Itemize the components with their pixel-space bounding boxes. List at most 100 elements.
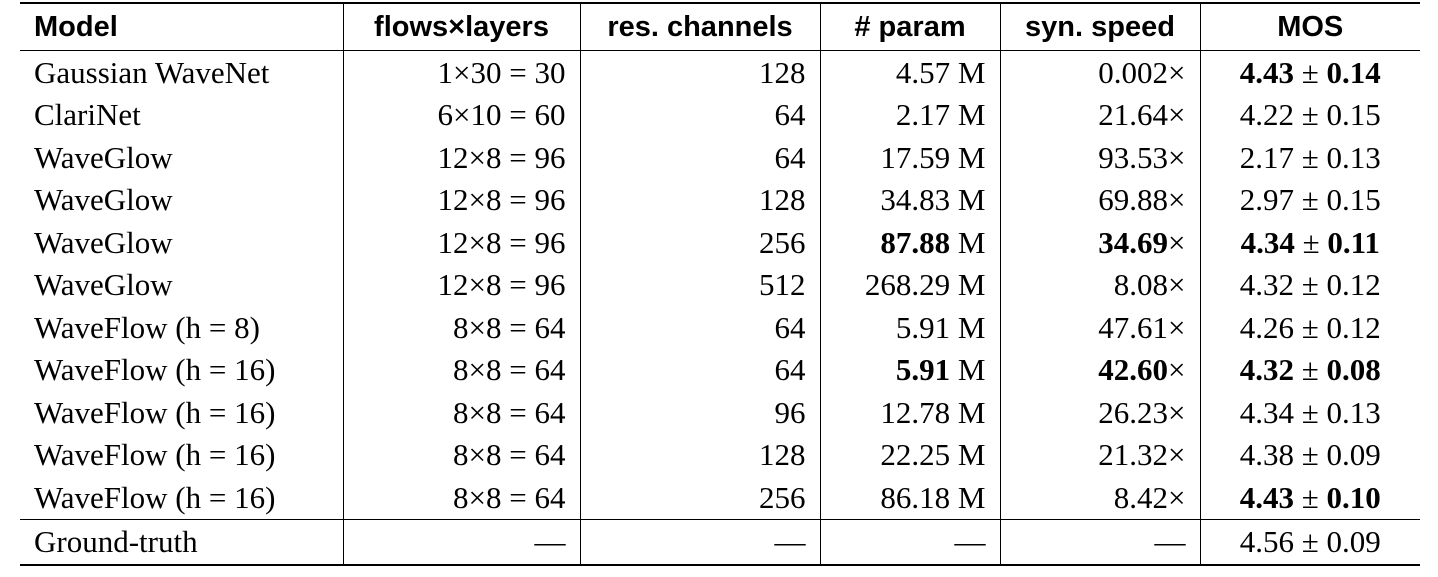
mos-mean: 4.43: [1239, 479, 1294, 515]
header-row: Model flows×layers res. channels # param syn…: [20, 3, 1420, 51]
mos-mean: 4.32: [1239, 267, 1294, 303]
table-cell: 4.26 ± 0.12: [1199, 306, 1420, 349]
cell-number: 268.29: [864, 267, 951, 303]
results-table: Model flows×layers res. channels # param syn…: [20, 2, 1420, 566]
cell-unit: ×: [1168, 267, 1186, 303]
table-cell: —: [579, 518, 820, 565]
column-header: Model: [20, 3, 343, 51]
mos-mean: 2.17: [1239, 139, 1294, 175]
table-cell: WaveFlow (h = 16): [34, 479, 276, 515]
cell-unit: M: [957, 224, 986, 260]
plus-minus: ±: [1301, 267, 1319, 303]
plus-minus: ±: [1301, 139, 1319, 175]
cell-number: 17.59: [880, 139, 951, 175]
plus-minus: ±: [1301, 524, 1319, 559]
mos-sd: 0.13: [1326, 139, 1381, 175]
cell-number: 5.91: [895, 352, 951, 388]
cell-unit: ×: [1168, 479, 1186, 515]
cell-number: 69.88: [1098, 182, 1169, 218]
table-cell: 69.88×: [999, 178, 1200, 221]
table-cell: 256: [579, 221, 820, 264]
cell-unit: M: [957, 394, 986, 430]
plus-minus: ±: [1301, 309, 1319, 345]
column-header: syn. speed: [999, 3, 1200, 51]
cell-number: 34.69: [1098, 224, 1169, 260]
table-cell: 17.59 M: [819, 136, 1000, 179]
table-cell: 8×8 = 64: [342, 306, 580, 349]
cell-number: 47.61: [1098, 309, 1169, 345]
table-cell: 268.29 M: [819, 263, 1000, 306]
cell-number: 12.78: [880, 394, 951, 430]
mos-sd: 0.11: [1327, 224, 1380, 260]
table-cell: 0.002×: [999, 50, 1200, 94]
cell-unit: M: [957, 437, 986, 473]
plus-minus: ±: [1301, 394, 1319, 430]
mos-sd: 0.10: [1326, 479, 1381, 515]
table-cell: 21.32×: [999, 433, 1200, 476]
table-cell: 12.78 M: [819, 391, 1000, 434]
table-cell: 2.97 ± 0.15: [1199, 178, 1420, 221]
table-cell: 512: [579, 263, 820, 306]
table-cell: 8×8 = 64: [342, 433, 580, 476]
mos-sd: 0.13: [1326, 394, 1381, 430]
table-cell: 128: [579, 433, 820, 476]
cell-unit: M: [957, 309, 986, 345]
table-row: Gaussian WaveNet 1×30 = 30 128 4.57 M 0.002×…: [20, 50, 1420, 94]
cell-number: 21.64: [1098, 97, 1169, 133]
table-cell: 12×8 = 96: [342, 178, 580, 221]
table-cell: 64: [579, 306, 820, 349]
table-row: WaveGlow 12×8 = 96 256 87.88 M 34.69× 4.34 ± …: [20, 221, 1420, 264]
table-cell: WaveFlow (h = 16): [34, 394, 276, 430]
mos-sd: 0.14: [1326, 54, 1381, 90]
cell-unit: ×: [1168, 437, 1186, 473]
cell-unit: ×: [1168, 54, 1186, 90]
cell-number: 87.88: [880, 224, 951, 260]
plus-minus: ±: [1302, 224, 1320, 260]
table-cell: 2.17 M: [819, 93, 1000, 136]
table-cell: 1×30 = 30: [342, 50, 580, 94]
mos-sd: 0.09: [1326, 524, 1381, 559]
table-cell: 64: [579, 136, 820, 179]
table-cell: WaveGlow: [34, 182, 173, 218]
cell-number: 26.23: [1098, 394, 1169, 430]
table-cell: —: [819, 518, 1000, 565]
cell-unit: M: [957, 267, 986, 303]
table-cell: 21.64×: [999, 93, 1200, 136]
table-cell: 86.18 M: [819, 476, 1000, 519]
table-cell: 4.32 ± 0.12: [1199, 263, 1420, 306]
table-cell: 4.57 M: [819, 50, 1000, 94]
table-cell: 12×8 = 96: [342, 136, 580, 179]
cell-number: 8.42: [1113, 479, 1169, 515]
table-row: WaveGlow 12×8 = 96 64 17.59 M 93.53× 2.17 ± 0…: [20, 136, 1420, 179]
table-cell: 256: [579, 476, 820, 519]
plus-minus: ±: [1301, 97, 1319, 133]
cell-number: 0.002: [1098, 54, 1169, 90]
mos-mean: 4.22: [1239, 97, 1294, 133]
mos-sd: 0.15: [1326, 182, 1381, 218]
column-header: MOS: [1199, 3, 1420, 51]
column-header: # param: [819, 3, 1000, 51]
table-cell: 42.60×: [999, 348, 1200, 391]
table-row: WaveFlow (h = 16) 8×8 = 64 96 12.78 M 26.23×…: [20, 391, 1420, 434]
table-cell: 6×10 = 60: [342, 93, 580, 136]
cell-number: 42.60: [1098, 352, 1169, 388]
cell-unit: M: [957, 97, 986, 133]
mos-mean: 4.34: [1239, 394, 1294, 430]
cell-unit: M: [957, 139, 986, 175]
mos-mean: 4.26: [1239, 309, 1294, 345]
table-cell: 8×8 = 64: [342, 391, 580, 434]
table-cell: 87.88 M: [819, 221, 1000, 264]
table-cell: 4.34 ± 0.13: [1199, 391, 1420, 434]
mos-sd: 0.15: [1326, 97, 1381, 133]
table-cell: 4.32 ± 0.08: [1199, 348, 1420, 391]
plus-minus: ±: [1301, 352, 1319, 388]
cell-unit: M: [957, 54, 986, 90]
table-cell: 5.91 M: [819, 348, 1000, 391]
table-cell: Ground-truth: [20, 518, 343, 565]
mos-sd: 0.12: [1326, 267, 1381, 303]
table-cell: 4.34 ± 0.11: [1199, 221, 1420, 264]
cell-number: 93.53: [1098, 139, 1169, 175]
table-cell: 5.91 M: [819, 306, 1000, 349]
cell-unit: ×: [1168, 394, 1186, 430]
cell-unit: ×: [1168, 224, 1186, 260]
